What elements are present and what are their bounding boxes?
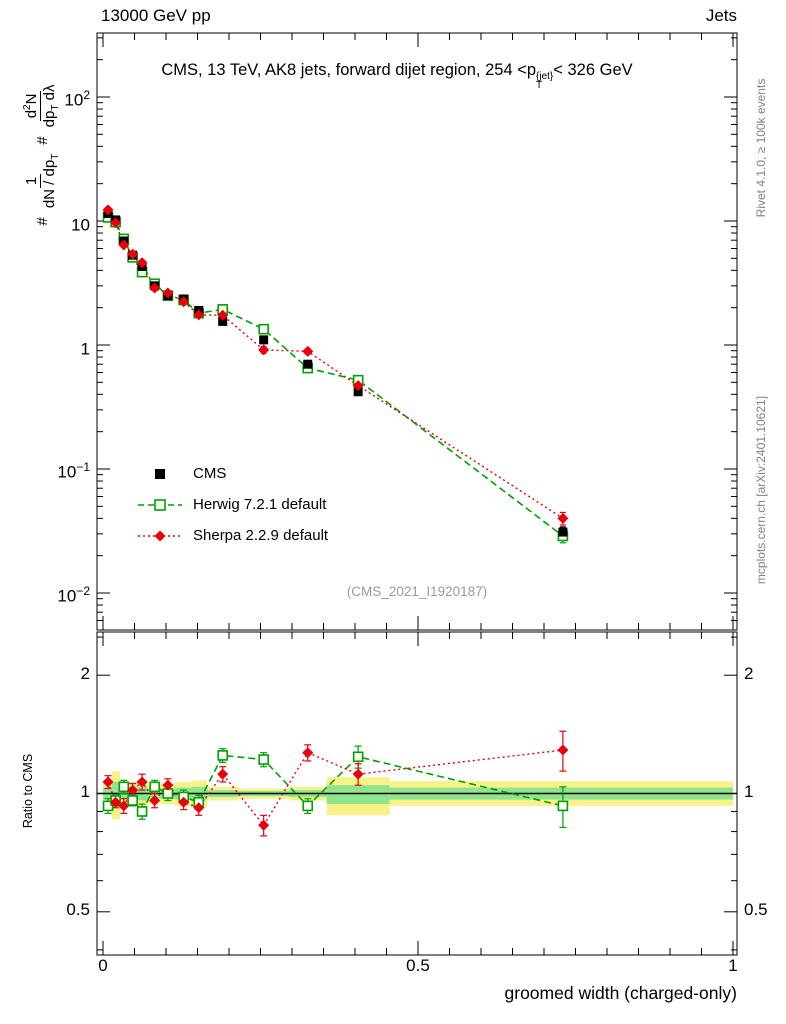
analysis-id-watermark: (CMS_2021_I1920187) xyxy=(346,584,488,599)
tick-exp: −2 xyxy=(76,584,90,598)
main-y-tick-1e1: 10 xyxy=(20,210,90,236)
plot-title-text: CMS, 13 TeV, AK8 jets, forward dijet reg… xyxy=(161,61,537,79)
sherpa-marker-icon xyxy=(138,530,182,541)
ratio-y-tick-2-left: 2 xyxy=(80,664,90,683)
mcplots-arxiv-label: mcplots.cern.ch [arXiv:2401.10621] xyxy=(754,395,768,585)
rivet-version-label: Rivet 4.1.0, ≥ 100k events xyxy=(754,78,768,218)
legend-label-sherpa: Sherpa 2.2.9 default xyxy=(193,527,329,544)
ratio-y-tick-05-right: 0.5 xyxy=(744,900,768,919)
ratio-y-tick-1-left: 1 xyxy=(80,782,90,801)
ratio-y-tick-1-right: 1 xyxy=(744,782,754,801)
x-tick-05: 0.5 xyxy=(406,956,430,975)
process-label: Jets xyxy=(705,6,737,25)
legend-item-cms: CMS xyxy=(135,458,328,489)
ratio-y-axis-label: Ratio to CMS xyxy=(21,753,35,829)
ylabel-frac2-den-text: dp xyxy=(41,110,59,128)
pt-jet-superscript: {jet} xyxy=(536,71,554,82)
plot-title: CMS, 13 TeV, AK8 jets, forward dijet reg… xyxy=(77,61,717,91)
legend-label-cms: CMS xyxy=(193,465,227,482)
x-axis-title: groomed width (charged-only) xyxy=(504,983,737,1003)
main-y-tick-1e2: 102 xyxy=(20,85,90,111)
tick-base: 10 xyxy=(64,90,84,110)
ylabel-frac2-num-text: d xyxy=(23,109,41,119)
ylabel-fraction-1: 1 dN / dpT xyxy=(22,154,62,208)
legend-label-herwig: Herwig 7.2.1 default xyxy=(193,496,327,513)
pt-subscript: T xyxy=(536,80,543,91)
tick-exp: −1 xyxy=(76,460,90,474)
ylabel-frac1-numerator: 1 xyxy=(22,173,41,189)
ylabel-frac1-den-sub: T xyxy=(49,153,61,160)
ylabel-frac1-den-text: dN / dp xyxy=(40,159,58,209)
beam-energy-label: 13000 GeV pp xyxy=(101,6,211,25)
pt-jet-supsub: {jet} T xyxy=(536,71,554,91)
plot-title-text-2: < 326 GeV xyxy=(553,61,633,79)
legend-item-sherpa: Sherpa 2.2.9 default xyxy=(135,520,328,551)
main-y-tick-1e-1: 10−1 xyxy=(20,457,90,483)
cms-marker-icon xyxy=(155,468,165,479)
tick-exp: 2 xyxy=(83,88,90,102)
ylabel-hash-2: # xyxy=(33,136,51,145)
tick-base: 10 xyxy=(57,462,77,482)
tick-base: 10 xyxy=(71,215,90,235)
main-y-tick-1: 1 xyxy=(20,334,90,360)
ylabel-frac1-denominator: dN / dpT xyxy=(41,154,62,208)
legend: CMS Herwig 7.2.1 default Sherpa 2.2.9 de… xyxy=(135,458,328,551)
tick-base: 1 xyxy=(80,339,90,359)
main-y-tick-1e-2: 10−2 xyxy=(20,581,90,607)
legend-item-herwig: Herwig 7.2.1 default xyxy=(135,489,328,520)
x-tick-0: 0 xyxy=(98,956,108,975)
tick-base: 10 xyxy=(57,586,77,606)
ratio-y-tick-2-right: 2 xyxy=(744,664,754,683)
herwig-marker-icon xyxy=(138,498,182,511)
x-tick-1: 1 xyxy=(728,956,738,975)
ratio-y-tick-05-left: 0.5 xyxy=(66,900,90,919)
